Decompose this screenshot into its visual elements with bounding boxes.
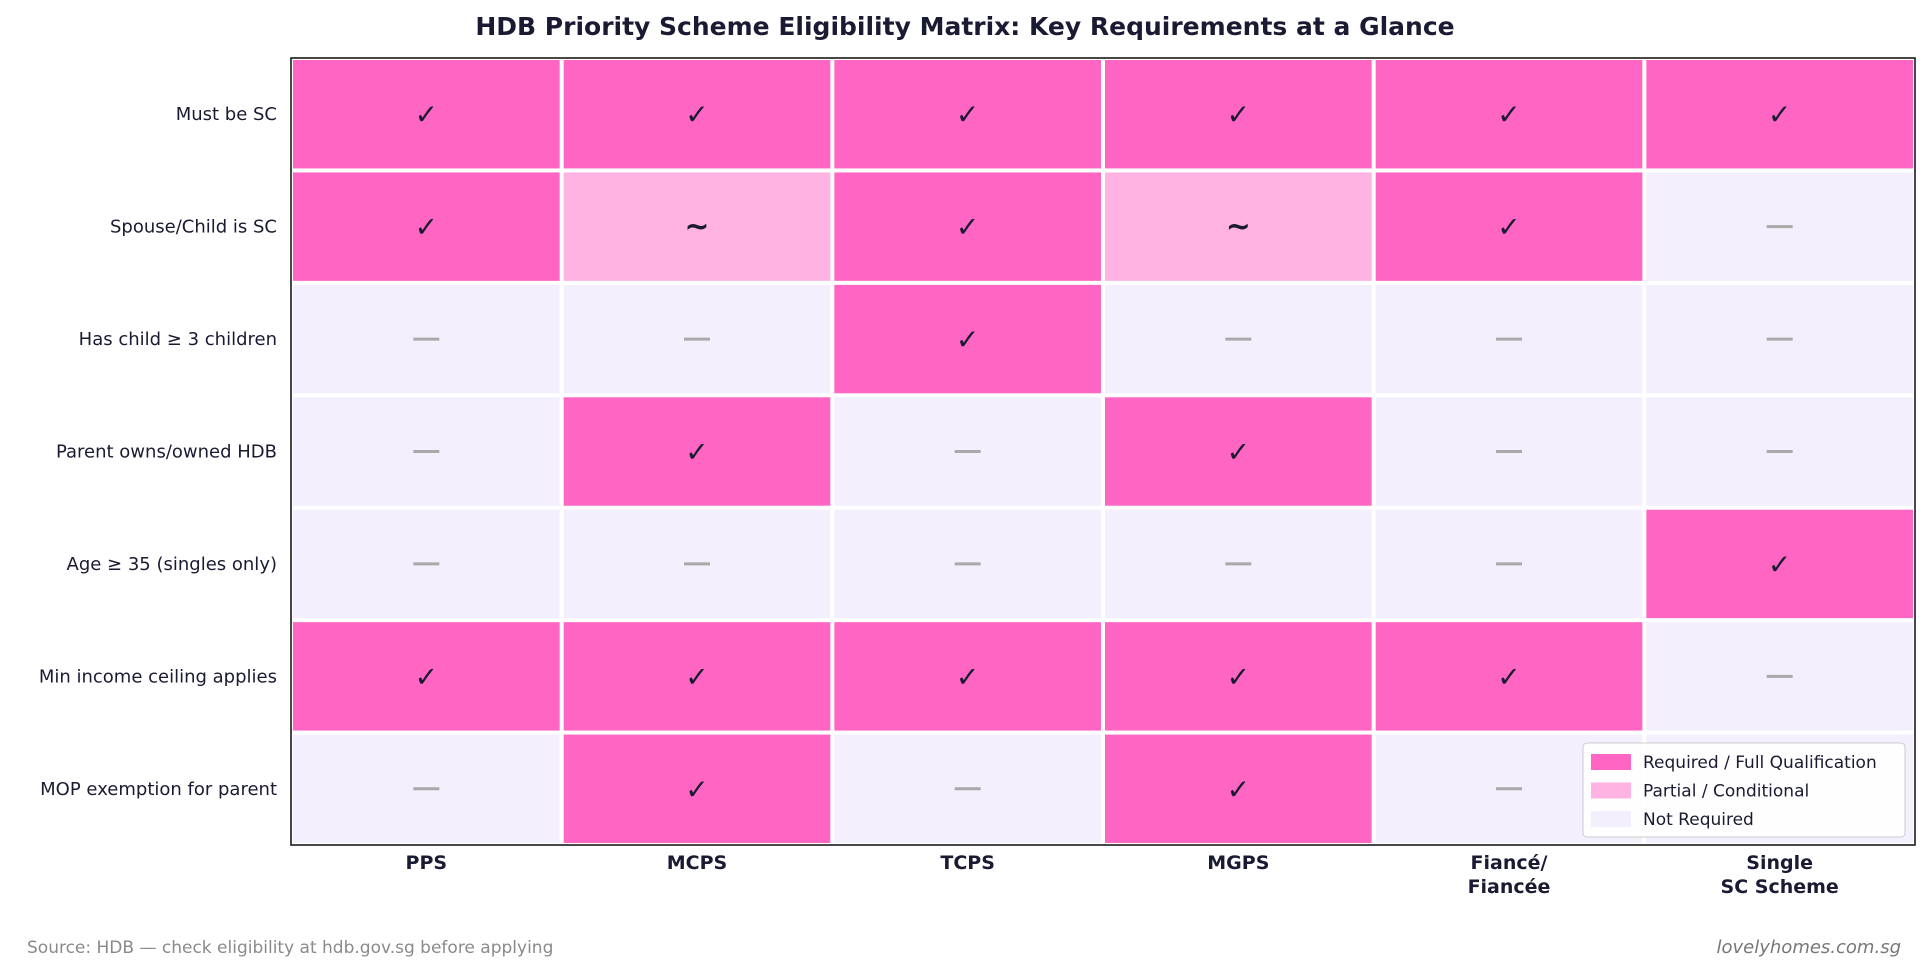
matrix-cell (563, 622, 831, 731)
column-label: MCPS (667, 852, 727, 874)
matrix-cell (1105, 60, 1372, 169)
matrix-cell (1375, 60, 1643, 169)
matrix-cell (293, 622, 560, 731)
matrix-cell (293, 60, 560, 169)
matrix-cell (834, 172, 1101, 281)
partial-tilde-mark: ~ (684, 210, 709, 245)
matrix-cell (834, 622, 1101, 731)
matrix-cell (563, 734, 831, 843)
required-check-mark: ✓ (685, 436, 708, 469)
required-check-mark: ✓ (685, 660, 708, 693)
brand-watermark: lovelyhomes.com.sg (1717, 937, 1902, 958)
matrix-cell (1375, 622, 1643, 731)
matrix-cell (563, 397, 831, 506)
column-label: Single (1746, 852, 1813, 874)
required-check-mark: ✓ (415, 211, 438, 244)
column-label: TCPS (940, 852, 995, 874)
matrix-cell (834, 60, 1101, 169)
row-label: MOP exemption for parent (40, 779, 277, 800)
required-check-mark: ✓ (956, 211, 979, 244)
required-check-mark: ✓ (685, 773, 708, 806)
source-note: Source: HDB — check eligibility at hdb.g… (27, 938, 553, 958)
legend-swatch (1591, 811, 1631, 827)
matrix-cell (1646, 509, 1913, 619)
legend-label: Not Required (1643, 810, 1754, 830)
matrix-cell (1105, 622, 1372, 731)
required-check-mark: ✓ (1768, 548, 1791, 581)
legend-swatch (1591, 782, 1631, 799)
column-label: Fiancée (1468, 876, 1551, 898)
required-check-mark: ✓ (1768, 98, 1791, 131)
required-check-mark: ✓ (1497, 660, 1520, 693)
required-check-mark: ✓ (1227, 660, 1250, 693)
required-check-mark: ✓ (1497, 211, 1520, 244)
matrix-cell (1105, 397, 1372, 506)
required-check-mark: ✓ (685, 98, 708, 131)
plot-frame (290, 57, 1916, 846)
matrix-cell (1375, 172, 1643, 281)
partial-tilde-mark: ~ (1226, 210, 1251, 245)
required-check-mark: ✓ (956, 98, 979, 131)
matrix-cell (1105, 172, 1372, 281)
matrix-cell (834, 284, 1101, 394)
matrix-cell (1646, 60, 1913, 169)
chart-title: HDB Priority Scheme Eligibility Matrix: … (475, 12, 1454, 41)
heatmap-cells: ✓ ✓ ✓ ✓ ✓ ✓ ✓ ~ ✓ ~ ✓ ✓ ✓ ✓ ✓ ✓ ✓ ✓ ✓ ✓ ✓ ✓ (293, 60, 1913, 843)
row-label: Age ≥ 35 (singles only) (67, 554, 277, 575)
legend-box (1582, 742, 1906, 838)
matrix-cell (563, 172, 831, 281)
row-label: Has child ≥ 3 children (79, 329, 277, 350)
row-label: Min income ceiling applies (39, 666, 277, 687)
legend: Required / Full Qualification Partial / C… (1582, 742, 1906, 838)
required-check-mark: ✓ (1227, 773, 1250, 806)
required-check-mark: ✓ (1497, 98, 1520, 131)
column-label: PPS (406, 852, 448, 874)
required-check-mark: ✓ (415, 660, 438, 693)
required-check-mark: ✓ (1227, 98, 1250, 131)
row-labels: Must be SC Spouse/Child is SC Has child ≥ … (39, 104, 277, 800)
matrix-cell (293, 172, 560, 281)
required-check-mark: ✓ (1227, 436, 1250, 469)
legend-label: Partial / Conditional (1643, 782, 1809, 802)
matrix-cell (1105, 734, 1372, 843)
row-label: Must be SC (176, 104, 277, 125)
column-label: Fiancé/ (1471, 852, 1548, 874)
row-label: Parent owns/owned HDB (56, 442, 277, 463)
required-check-mark: ✓ (956, 323, 979, 356)
row-label: Spouse/Child is SC (110, 217, 277, 238)
required-check-mark: ✓ (956, 660, 979, 693)
required-check-mark: ✓ (415, 98, 438, 131)
legend-swatch (1591, 754, 1631, 770)
column-label: MGPS (1207, 852, 1269, 874)
legend-label: Required / Full Qualification (1643, 753, 1877, 773)
column-label: SC Scheme (1721, 876, 1839, 898)
matrix-cell (563, 60, 831, 169)
